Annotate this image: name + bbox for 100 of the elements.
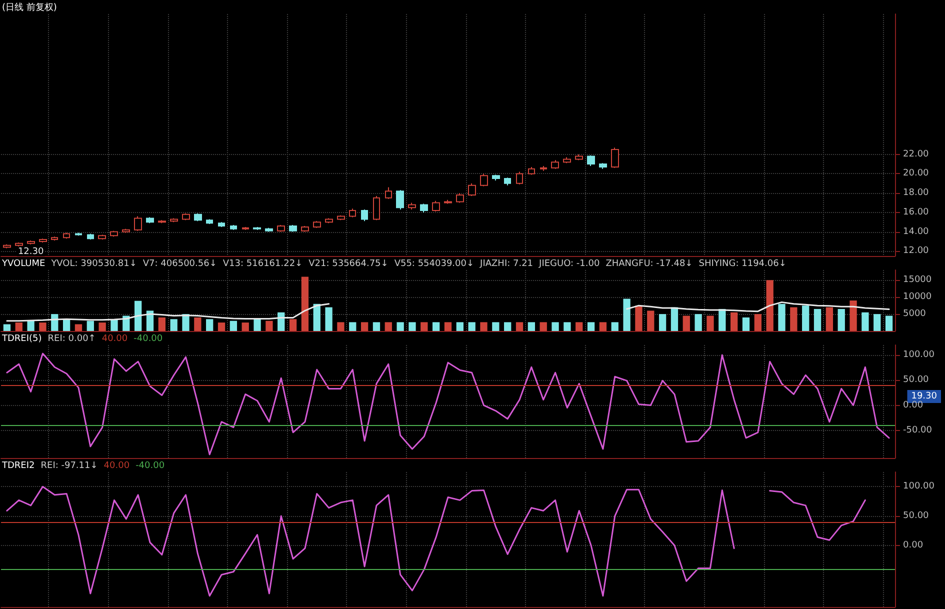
text: ZHANGFU: -17.48↓ bbox=[606, 259, 693, 269]
candlestick bbox=[253, 226, 261, 230]
bar bbox=[289, 319, 297, 331]
candlestick bbox=[468, 182, 476, 196]
candlestick bbox=[63, 232, 70, 240]
y-tick-label: 20.00 bbox=[903, 168, 930, 179]
candlestick bbox=[408, 202, 416, 210]
bar bbox=[766, 280, 774, 331]
bar bbox=[647, 310, 654, 331]
bar bbox=[885, 316, 893, 331]
text: V55: 554039.00↓ bbox=[394, 259, 474, 269]
candlestick bbox=[361, 209, 368, 222]
candlestick bbox=[325, 218, 333, 224]
candlestick bbox=[39, 238, 47, 243]
bar bbox=[360, 322, 368, 331]
candlestick bbox=[528, 166, 535, 176]
y-tick-label: 0.00 bbox=[903, 540, 924, 550]
y-tick-label: 18.00 bbox=[903, 188, 930, 198]
candlestick bbox=[98, 234, 106, 240]
candlestick bbox=[516, 171, 523, 185]
bar bbox=[384, 322, 392, 331]
candlestick bbox=[385, 186, 392, 200]
candlestick bbox=[611, 147, 619, 168]
bar bbox=[492, 322, 500, 331]
bar bbox=[838, 308, 845, 331]
candlestick bbox=[206, 218, 213, 225]
candlestick bbox=[551, 160, 559, 170]
candlestick bbox=[134, 216, 142, 232]
candlestick bbox=[373, 195, 380, 221]
bar bbox=[170, 319, 178, 331]
bar bbox=[110, 319, 118, 331]
text: V7: 406500.56↓ bbox=[142, 259, 217, 269]
bar bbox=[587, 322, 595, 331]
y-tick-label: 22.00 bbox=[903, 149, 930, 160]
chart-title: YVOLUME bbox=[2, 259, 46, 269]
candlestick bbox=[575, 154, 583, 161]
bar bbox=[850, 300, 857, 331]
text: SHIYING: 1194.06↓ bbox=[698, 259, 786, 269]
bar bbox=[670, 307, 678, 331]
candlestick bbox=[313, 220, 321, 228]
bar bbox=[242, 322, 249, 331]
bar bbox=[74, 324, 82, 331]
bar bbox=[623, 298, 630, 331]
candlestick bbox=[396, 190, 404, 210]
y-tick-label: 16.00 bbox=[903, 207, 930, 218]
bar bbox=[349, 322, 356, 331]
text: V21: 535664.75↓ bbox=[308, 259, 388, 269]
bar bbox=[420, 322, 428, 331]
candlestick bbox=[110, 230, 118, 238]
bar bbox=[254, 319, 261, 331]
ref-line-label: 40.00 bbox=[104, 461, 130, 471]
bar bbox=[27, 320, 34, 331]
candlestick bbox=[563, 156, 571, 164]
ref-line-label: 40.00 bbox=[102, 334, 128, 344]
bar bbox=[504, 322, 512, 331]
candlestick bbox=[337, 214, 345, 221]
text: V13: 516161.22↓ bbox=[222, 259, 303, 269]
bar bbox=[146, 310, 154, 331]
y-tick-label: 10000 bbox=[903, 292, 932, 302]
bar bbox=[790, 307, 798, 331]
candlestick bbox=[242, 226, 249, 230]
bar bbox=[301, 276, 309, 331]
chart-title: (日线 前复权) bbox=[2, 3, 57, 13]
bar bbox=[528, 322, 536, 331]
y-tick-label: 15000 bbox=[903, 275, 932, 286]
bar bbox=[337, 322, 344, 331]
bar bbox=[396, 322, 404, 331]
candlestick bbox=[87, 233, 94, 240]
candlestick bbox=[194, 212, 202, 222]
bar bbox=[3, 324, 11, 331]
candlestick bbox=[456, 192, 464, 204]
text: YVOL: 390530.81↓ bbox=[51, 259, 137, 269]
bar bbox=[814, 308, 822, 331]
candlestick bbox=[540, 165, 547, 172]
bar bbox=[718, 308, 726, 331]
bar bbox=[432, 322, 440, 331]
y-tick-label: 12.00 bbox=[903, 246, 930, 256]
candlestick bbox=[3, 244, 11, 249]
text: REI: 0.00↑ bbox=[48, 334, 96, 344]
bar bbox=[266, 320, 273, 331]
candlestick bbox=[170, 218, 178, 223]
text: 19.30 bbox=[911, 392, 938, 402]
candlestick bbox=[27, 240, 35, 245]
candlestick bbox=[277, 224, 285, 232]
bar bbox=[98, 322, 106, 331]
bar bbox=[706, 316, 714, 331]
candlestick bbox=[587, 154, 595, 166]
candlestick bbox=[301, 225, 309, 232]
bar bbox=[802, 306, 810, 331]
bar bbox=[325, 307, 332, 331]
y-tick-label: 100.00 bbox=[903, 350, 935, 360]
text: REI: -97.11↓ bbox=[40, 461, 98, 471]
candlestick bbox=[122, 228, 130, 234]
bar bbox=[456, 322, 464, 331]
bar bbox=[468, 322, 476, 331]
candlestick bbox=[146, 216, 154, 224]
y-tick-label: 5000 bbox=[903, 309, 926, 320]
y-tick-label: 100.00 bbox=[903, 482, 935, 492]
candlestick bbox=[218, 222, 225, 228]
bar bbox=[874, 314, 881, 331]
